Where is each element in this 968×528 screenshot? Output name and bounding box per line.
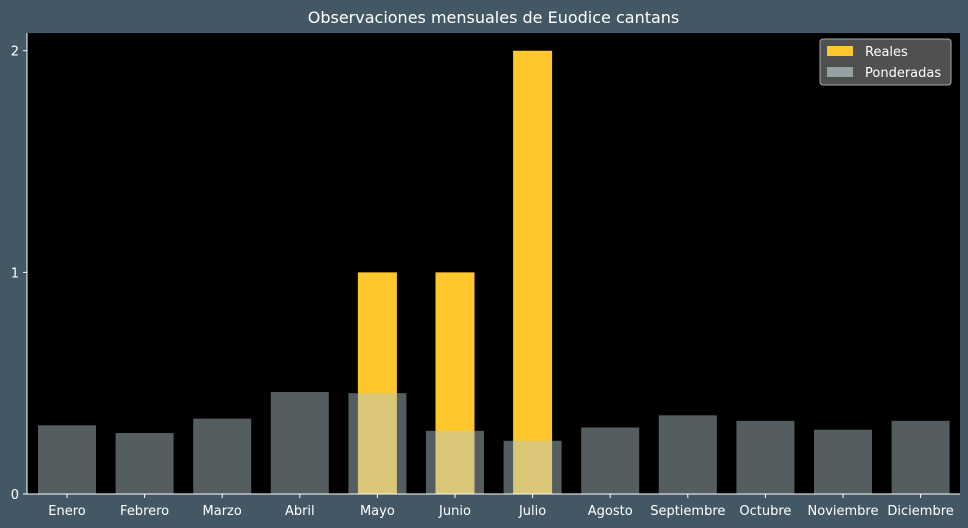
x-axis: Enero Febrero Marzo Abril Mayo Junio Julio Agos… — [27, 493, 960, 519]
bar-ponderadas-mayo — [348, 393, 407, 494]
chart-title: Observaciones mensuales de Euodice canta… — [308, 8, 680, 27]
x-tick-label: Diciembre — [887, 504, 953, 519]
bar-ponderadas-octubre — [736, 420, 795, 494]
bar-ponderadas-enero — [38, 425, 96, 494]
legend-swatch-ponderadas — [827, 67, 853, 77]
x-tick-label: Julio — [518, 504, 546, 519]
x-tick-label: Noviembre — [808, 504, 879, 519]
bar-ponderadas-marzo — [193, 418, 252, 494]
bar-reales-junio — [435, 272, 475, 494]
legend-label-reales: Reales — [865, 45, 908, 60]
x-tick-label: Agosto — [588, 504, 633, 519]
x-tick-label: Septiembre — [650, 504, 725, 519]
x-tick-label: Mayo — [360, 504, 395, 519]
series-reales — [357, 50, 553, 494]
x-tick-label: Abril — [285, 504, 315, 519]
bar-ponderadas-noviembre — [814, 429, 872, 494]
bar-ponderadas-agosto — [581, 427, 640, 494]
bar-ponderadas-diciembre — [891, 420, 950, 494]
y-tick-label: 0 — [11, 488, 19, 503]
bar-ponderadas-febrero — [115, 433, 174, 494]
bar-ponderadas-abril — [270, 392, 329, 494]
series-ponderadas — [38, 392, 950, 494]
y-tick-label: 2 — [11, 45, 19, 60]
y-axis: 0 1 2 — [11, 33, 28, 503]
bar-ponderadas-septiembre — [658, 415, 717, 494]
legend-swatch-reales — [827, 46, 853, 56]
plot-background — [27, 33, 960, 494]
x-tick-label: Enero — [48, 504, 86, 519]
y-tick-label: 1 — [11, 266, 19, 281]
legend: Reales Ponderadas — [819, 38, 952, 86]
bar-reales-mayo — [357, 272, 397, 494]
legend-label-ponderadas: Ponderadas — [865, 66, 941, 81]
bar-ponderadas-julio — [503, 440, 562, 494]
bar-reales-julio — [513, 50, 553, 494]
x-tick-label: Junio — [438, 504, 471, 519]
x-tick-label: Marzo — [203, 504, 242, 519]
x-tick-label: Febrero — [120, 504, 169, 519]
x-tick-label: Octubre — [739, 504, 791, 519]
bar-ponderadas-junio — [426, 430, 484, 494]
